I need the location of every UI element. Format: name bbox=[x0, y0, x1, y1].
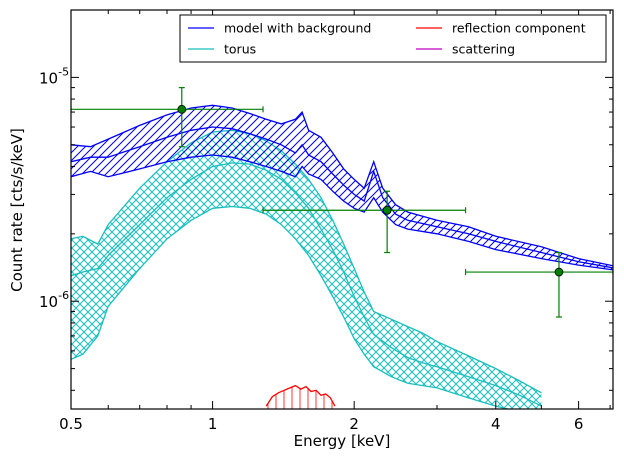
torus-mid-line bbox=[71, 162, 542, 407]
legend-label-model: model with background bbox=[224, 21, 371, 36]
model-band bbox=[71, 105, 613, 270]
legend-label-scattering: scattering bbox=[452, 42, 515, 57]
legend-label-torus: torus bbox=[224, 42, 256, 57]
legend: model with background reflection componen… bbox=[179, 14, 607, 63]
legend-box bbox=[179, 14, 607, 63]
reflection-band bbox=[266, 385, 335, 409]
data-marker bbox=[177, 104, 187, 114]
model-mid-line bbox=[71, 126, 613, 269]
y-axis-label: Count rate [cts/s/keV] bbox=[8, 128, 26, 292]
torus-lower-line bbox=[71, 205, 511, 409]
x-tick-label: 2 bbox=[349, 415, 359, 433]
model-lower-line bbox=[71, 154, 613, 271]
reflection-line bbox=[265, 384, 336, 407]
x-tick-label: 1 bbox=[208, 415, 218, 433]
data-point-3 bbox=[464, 251, 613, 318]
x-axis-label: Energy [keV] bbox=[294, 432, 391, 450]
legend-label-reflection: reflection component bbox=[452, 21, 586, 36]
data-point-2 bbox=[262, 190, 467, 254]
x-tick-label: 6 bbox=[574, 415, 584, 433]
data-point-1 bbox=[71, 87, 264, 148]
plot-frame bbox=[70, 9, 614, 410]
torus-band bbox=[71, 130, 542, 409]
x-tick-label: 4 bbox=[491, 415, 501, 433]
data-marker bbox=[554, 267, 564, 277]
torus-upper-line bbox=[71, 129, 542, 394]
x-tick-label: 0.5 bbox=[59, 415, 83, 433]
data-marker bbox=[382, 205, 392, 215]
